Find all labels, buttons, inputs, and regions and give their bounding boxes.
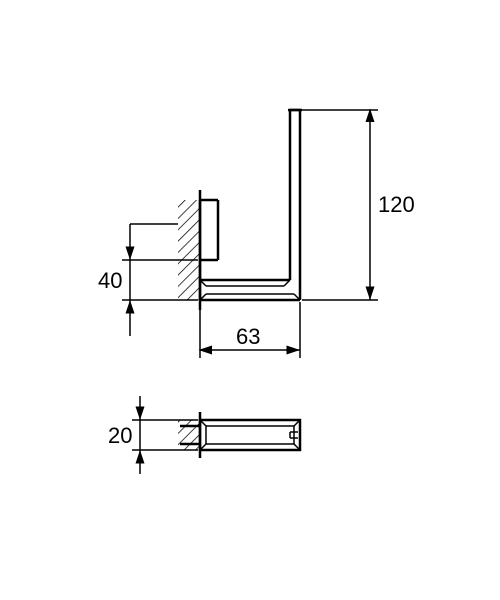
technical-drawing: 120 40 63 20: [0, 0, 500, 600]
drawing-svg: 120 40 63 20: [0, 0, 500, 600]
plan-rect: [200, 420, 300, 450]
top-view: [178, 110, 302, 310]
dim-20-text: 20: [108, 423, 132, 448]
wall-hatch-bottom: [178, 420, 200, 450]
bottom-view: [178, 412, 300, 458]
dim-120-text: 120: [378, 192, 415, 217]
dim-40-text: 40: [98, 268, 122, 293]
dim-63-text: 63: [236, 324, 260, 349]
wall-hatch-top: [178, 200, 200, 300]
